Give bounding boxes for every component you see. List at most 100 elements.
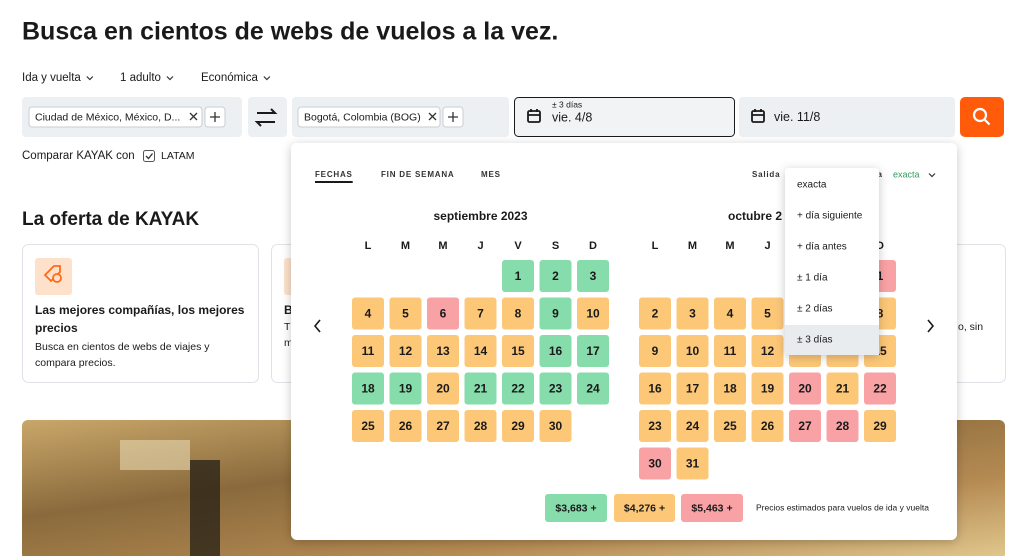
day-cell[interactable] [539,372,572,405]
search-button[interactable] [960,97,1004,137]
day-cell[interactable] [714,297,746,330]
compare-label: Comparar KAYAK con [22,150,135,162]
date-tab[interactable]: MES [481,170,501,179]
day-cell[interactable] [352,372,384,405]
day-cell[interactable] [676,372,709,405]
trip-option[interactable]: 1 adulto [120,72,161,84]
day-cell[interactable] [639,335,671,367]
legend-note: Precios estimados para vuelos de ida y v… [756,502,929,512]
day-number: 9 [652,344,659,358]
day-cell[interactable] [751,297,784,330]
day-cell[interactable] [714,410,746,442]
day-cell[interactable] [826,372,859,405]
compare-option: LATAM [161,150,194,162]
day-cell[interactable] [577,372,609,405]
day-cell[interactable] [639,447,671,480]
day-cell[interactable] [676,410,709,442]
day-cell[interactable] [751,410,784,442]
day-cell[interactable] [789,410,821,442]
remove-icon[interactable] [189,112,198,121]
day-number: 1 [515,269,522,283]
day-cell[interactable] [577,335,609,367]
day-cell[interactable] [864,372,896,405]
day-cell[interactable] [427,372,459,405]
weekday: M [438,240,447,252]
flex-option[interactable]: ± 2 días [797,304,833,315]
trip-option[interactable]: Económica [201,72,258,84]
day-cell[interactable] [464,297,497,330]
day-cell[interactable] [427,297,459,330]
swap-button[interactable] [248,97,287,137]
add-icon [448,112,458,122]
day-cell[interactable] [751,372,784,405]
day-cell[interactable] [352,335,384,367]
day-cell[interactable] [714,335,746,367]
day-cell[interactable] [577,297,609,330]
day-number: 8 [877,307,884,321]
prev-month[interactable] [313,319,321,333]
day-cell[interactable] [539,260,572,292]
day-cell[interactable] [751,335,784,367]
search-icon [972,107,991,126]
depart-field[interactable] [514,97,735,137]
day-cell[interactable] [826,410,859,442]
day-cell[interactable] [639,372,671,405]
day-cell[interactable] [502,335,534,367]
day-number: 28 [474,419,488,433]
weekday: M [401,240,410,252]
flex-option[interactable]: exacta [797,180,827,191]
day-cell[interactable] [502,260,534,292]
day-cell[interactable] [502,297,534,330]
date-tab[interactable]: FIN DE SEMANA [381,170,455,179]
day-cell[interactable] [389,297,422,330]
day-cell[interactable] [352,297,384,330]
weekday: D [589,240,597,252]
day-cell[interactable] [714,372,746,405]
day-cell[interactable] [639,297,671,330]
selected-option-bg [785,325,879,355]
remove-icon[interactable] [428,112,437,121]
flex-option[interactable]: + día antes [797,242,847,253]
return-field[interactable] [739,97,955,137]
weekday: J [764,240,770,252]
day-cell[interactable] [789,372,821,405]
trip-option[interactable]: Ida y vuelta [22,72,81,84]
day-cell[interactable] [577,260,609,292]
day-number: 23 [549,382,563,396]
day-cell[interactable] [639,410,671,442]
day-cell[interactable] [352,410,384,442]
day-cell[interactable] [464,372,497,405]
offer-card[interactable] [22,244,259,383]
day-cell[interactable] [464,335,497,367]
day-cell[interactable] [864,410,896,442]
day-cell[interactable] [539,335,572,367]
day-cell[interactable] [389,335,422,367]
day-cell[interactable] [502,372,534,405]
day-cell[interactable] [502,410,534,442]
flex-option[interactable]: ± 3 días [797,335,833,346]
compare-checkbox[interactable] [143,150,155,162]
return-date: vie. 11/8 [774,110,820,124]
month-title: septiembre 2023 [433,209,527,223]
day-cell[interactable] [676,297,709,330]
day-cell[interactable] [427,410,459,442]
flex-option[interactable]: ± 1 día [797,273,828,284]
day-cell[interactable] [389,410,422,442]
return-flex[interactable]: exacta [893,169,920,179]
chevron [166,76,174,81]
flex-option[interactable]: + día siguiente [797,211,863,222]
day-cell[interactable] [676,447,709,480]
day-cell[interactable] [539,297,572,330]
day-cell[interactable] [427,335,459,367]
date-tab[interactable]: FECHAS [315,170,353,179]
next-month[interactable] [927,319,935,333]
destination-chip[interactable] [297,106,441,128]
day-cell[interactable] [676,335,709,367]
day-cell[interactable] [539,410,572,442]
day-cell[interactable] [389,372,422,405]
day-cell[interactable] [464,410,497,442]
origin-chip[interactable] [28,106,203,128]
day-number: 26 [761,419,775,433]
weekday: J [477,240,483,252]
